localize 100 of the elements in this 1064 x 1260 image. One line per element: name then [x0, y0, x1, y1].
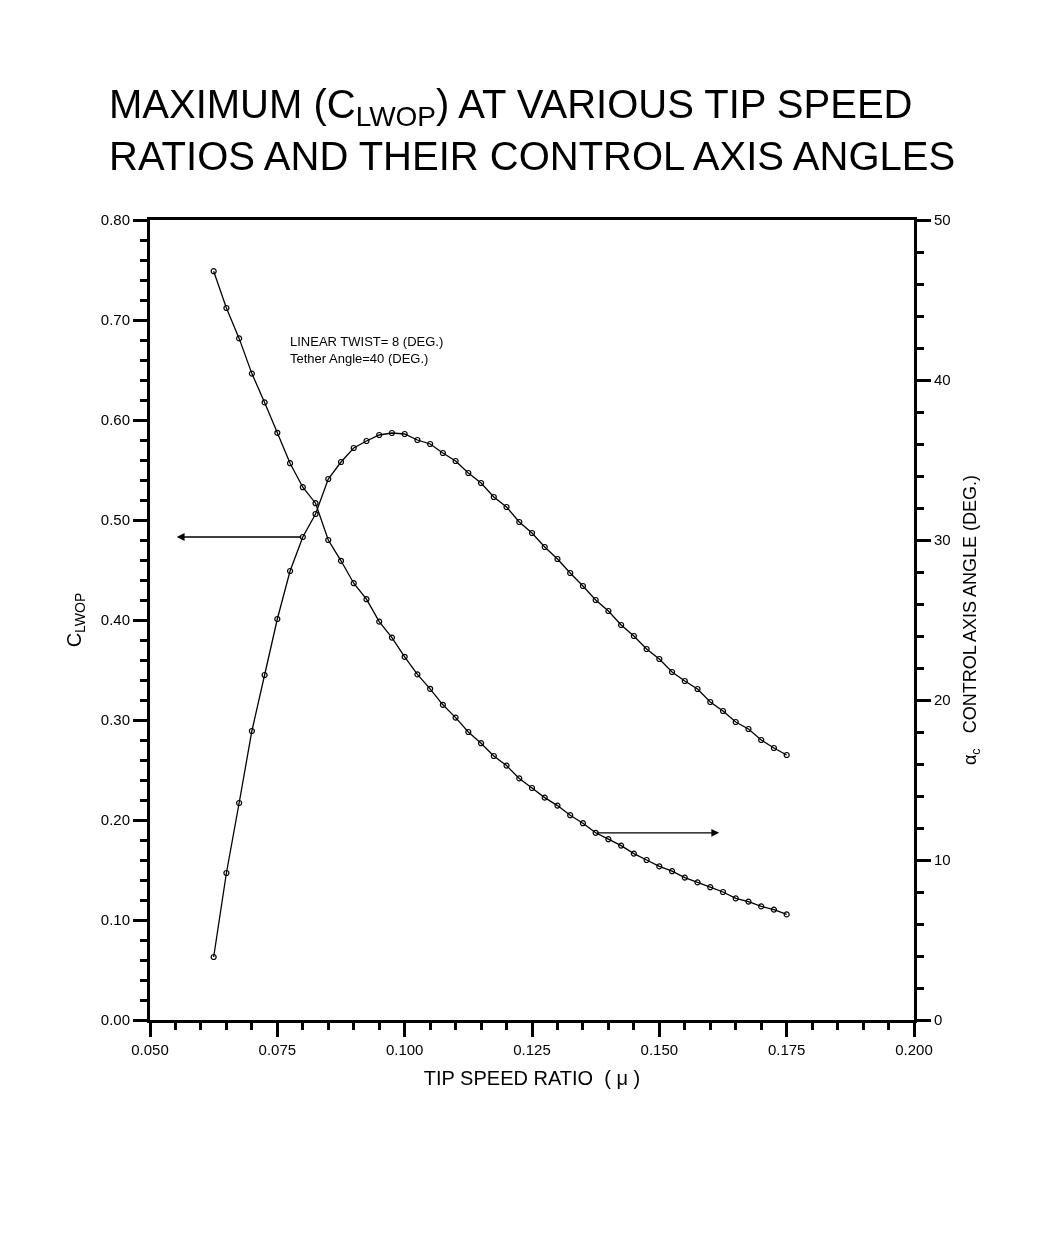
point: [337, 458, 345, 466]
point: [350, 444, 357, 452]
x-tick-label: 0.175: [767, 1041, 806, 1058]
point: [210, 268, 217, 275]
point: [630, 632, 637, 640]
y-tick-label: 0.40: [100, 611, 130, 629]
y2-tick-label: 10: [934, 851, 951, 869]
point: [236, 799, 243, 807]
y-tick-label: 0.00: [100, 1011, 130, 1029]
point: [414, 436, 421, 444]
point: [567, 812, 574, 819]
point: [248, 727, 255, 735]
x-tick-label: 0.125: [513, 1041, 551, 1058]
point: [618, 621, 625, 629]
point: [668, 668, 676, 676]
x-tick-label: 0.050: [131, 1041, 169, 1058]
point: [427, 685, 434, 692]
x-axis-title: TIP SPEED RATIO ( μ ): [423, 1066, 641, 1089]
point: [312, 500, 319, 507]
point: [732, 895, 739, 902]
point: [541, 543, 548, 551]
point: [758, 736, 765, 744]
point: [452, 457, 459, 465]
point: [567, 569, 574, 577]
point: [452, 714, 459, 721]
point: [337, 557, 345, 564]
point: [681, 874, 688, 881]
y-tick-label: 0.50: [100, 511, 130, 529]
point: [465, 728, 472, 736]
point: [783, 911, 790, 918]
point: [579, 582, 587, 590]
point: [299, 484, 306, 491]
x-tick-label: 0.075: [258, 1041, 297, 1058]
point: [248, 370, 255, 377]
point: [605, 836, 612, 843]
point: [477, 740, 485, 747]
point: [541, 794, 548, 801]
point: [668, 868, 676, 875]
point: [376, 618, 383, 625]
point: [630, 850, 637, 857]
point: [719, 888, 727, 896]
point: [681, 677, 688, 685]
point: [427, 440, 434, 448]
point: [656, 655, 663, 663]
y2-tick-label: 0: [934, 1011, 943, 1029]
point: [325, 475, 332, 483]
point: [363, 437, 370, 445]
point: [439, 701, 446, 708]
point: [503, 503, 510, 511]
point: [261, 671, 268, 679]
point: [694, 685, 701, 693]
y-tick-label: 0.30: [100, 711, 130, 729]
point: [401, 653, 408, 660]
point: [490, 752, 497, 760]
point: [286, 567, 294, 575]
point: [783, 751, 790, 759]
y2-tick-label: 50: [934, 211, 951, 229]
point: [592, 596, 599, 604]
point: [528, 529, 536, 537]
y-tick-label: 0.20: [100, 811, 130, 829]
point: [312, 510, 319, 518]
y-tick-label: 0.10: [100, 911, 130, 929]
point: [732, 718, 739, 726]
point: [401, 430, 408, 438]
point: [210, 953, 217, 961]
point: [656, 863, 663, 870]
point: [579, 820, 587, 827]
x-tick-label: 0.200: [895, 1041, 933, 1058]
point: [554, 555, 561, 563]
point: [605, 607, 612, 615]
point: [414, 671, 421, 678]
point: [592, 829, 599, 836]
point: [465, 469, 472, 477]
point: [274, 615, 281, 623]
point: [490, 493, 497, 501]
chart-title: MAXIMUM (C$_{LWOP}$) AT VARIOUS TIP SPEED RATIOS AND THEIR CONTROL AXIS ANGLES: [109, 82, 956, 178]
point: [707, 884, 714, 891]
point: [643, 645, 650, 653]
point: [503, 762, 510, 769]
point: [223, 304, 230, 312]
point: [299, 533, 306, 541]
y2-tick-label: 20: [934, 691, 951, 709]
point: [439, 449, 446, 457]
point: [745, 725, 752, 733]
point: [388, 429, 396, 437]
point: [223, 869, 230, 877]
y2-tick-label: 40: [934, 371, 951, 389]
point: [261, 399, 268, 406]
point: [643, 856, 650, 864]
point: [477, 479, 485, 487]
point: [745, 898, 752, 905]
point: [388, 634, 396, 641]
y-tick-label: 0.60: [100, 411, 130, 429]
point: [770, 906, 778, 913]
x-tick-label: 0.150: [640, 1041, 679, 1058]
point: [770, 744, 778, 752]
point: [236, 335, 243, 342]
point: [363, 596, 370, 603]
point: [707, 698, 714, 706]
point: [554, 802, 561, 809]
